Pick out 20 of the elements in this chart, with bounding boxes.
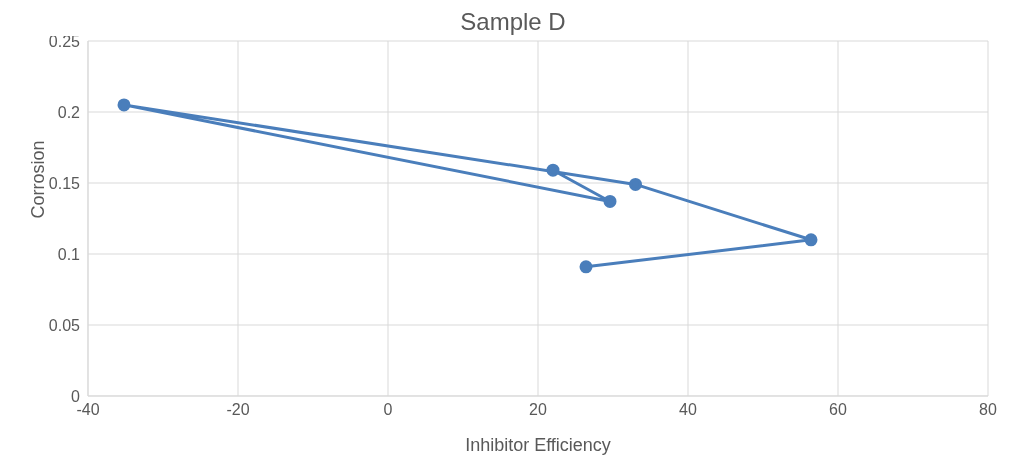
x-tick-label: 60: [829, 401, 847, 419]
y-tick-label: 0.2: [57, 103, 81, 121]
y-tick-label: 0.05: [48, 316, 81, 334]
x-axis-title: Inhibitor Efficiency: [465, 435, 611, 455]
point: [117, 98, 131, 112]
y-tick-label: 0.15: [48, 174, 81, 192]
chart-title: Sample D: [460, 8, 566, 35]
x-tick-label: 20: [529, 401, 547, 419]
y-axis-title: Corrosion: [28, 140, 49, 219]
x-tick-label: 0: [383, 401, 393, 419]
point: [546, 163, 560, 177]
point: [603, 194, 617, 208]
y-tick-label: 0.25: [48, 32, 81, 50]
point: [579, 260, 593, 274]
point: [804, 233, 818, 247]
y-tick-label: 0.1: [57, 245, 81, 263]
x-tick-label: 80: [979, 401, 997, 419]
x-tick-label: -20: [226, 401, 250, 419]
point: [629, 177, 642, 191]
x-tick-label: 40: [679, 401, 697, 419]
